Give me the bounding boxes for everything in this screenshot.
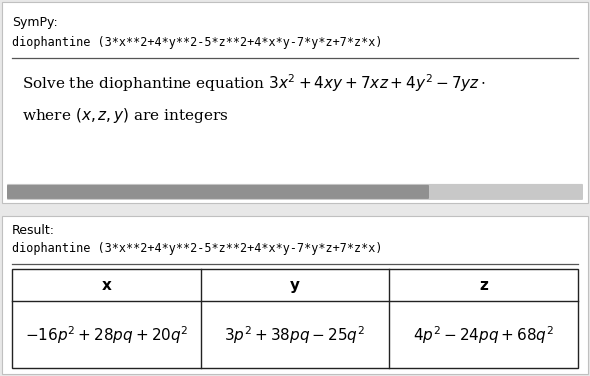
Text: diophantine (3*x**2+4*y**2-5*z**2+4*x*y-7*y*z+7*z*x): diophantine (3*x**2+4*y**2-5*z**2+4*x*y-… bbox=[12, 242, 382, 255]
FancyBboxPatch shape bbox=[7, 185, 429, 199]
Bar bbox=[12, 269, 578, 368]
Text: y: y bbox=[290, 278, 300, 293]
Text: SymPy:: SymPy: bbox=[12, 16, 58, 29]
Text: where $(x, z, y)$ are integers: where $(x, z, y)$ are integers bbox=[22, 106, 229, 125]
FancyBboxPatch shape bbox=[7, 184, 583, 200]
Text: diophantine (3*x**2+4*y**2-5*z**2+4*x*y-7*y*z+7*z*x): diophantine (3*x**2+4*y**2-5*z**2+4*x*y-… bbox=[12, 36, 382, 49]
Text: Result:: Result: bbox=[12, 224, 55, 237]
Text: $-16p^2 + 28pq + 20q^2$: $-16p^2 + 28pq + 20q^2$ bbox=[25, 324, 188, 346]
Text: $4p^2 - 24pq + 68q^2$: $4p^2 - 24pq + 68q^2$ bbox=[413, 324, 554, 346]
Text: x: x bbox=[101, 278, 112, 293]
Text: z: z bbox=[479, 278, 488, 293]
Text: Solve the diophantine equation $3x^2 + 4xy + 7xz + 4y^2 - 7yz\cdot$: Solve the diophantine equation $3x^2 + 4… bbox=[22, 72, 486, 94]
Text: $3p^2 + 38pq - 25q^2$: $3p^2 + 38pq - 25q^2$ bbox=[224, 324, 366, 346]
